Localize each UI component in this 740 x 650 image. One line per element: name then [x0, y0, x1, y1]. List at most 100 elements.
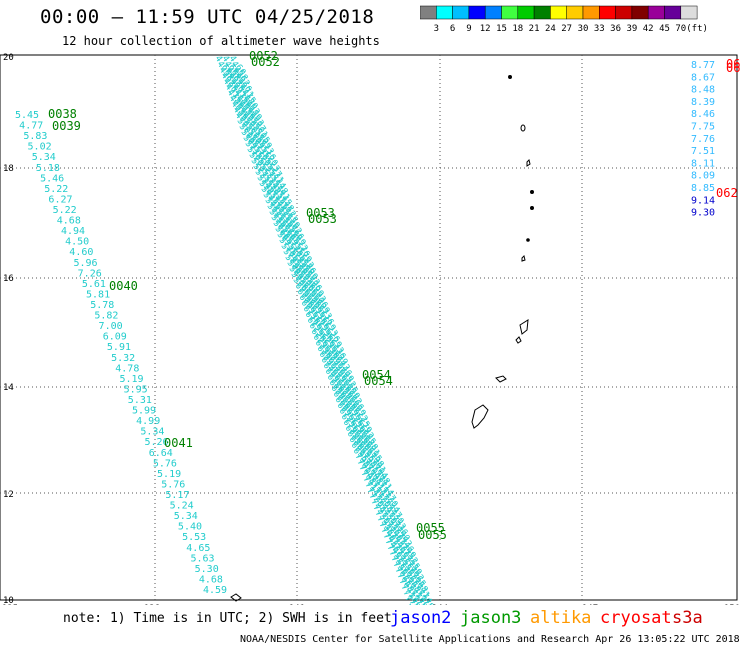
legend-label: 12	[480, 24, 491, 34]
wave-height-label: 5.76	[153, 458, 177, 469]
wave-height-label: 6.64	[149, 448, 173, 459]
x-tick-label: 135	[2, 604, 18, 605]
wave-height-label: 7.51	[691, 146, 715, 157]
legend-label: 36	[610, 24, 621, 34]
wave-height-label: 5.76	[161, 479, 185, 490]
wave-height-label: 5.61	[82, 279, 106, 290]
wave-height-label: 5.17	[165, 490, 189, 501]
wave-height-label: 5.96	[73, 258, 97, 269]
wave-height-label: 5.18	[36, 163, 60, 174]
wave-height-label: 7.81	[417, 594, 438, 605]
altimeter-map: 4.604.584.624.664.714.754.804.834.894.93…	[0, 49, 740, 605]
wave-height-label: 8.11	[691, 158, 715, 169]
wave-height-label: 5.46	[40, 173, 64, 184]
wave-height-label: 8.48	[691, 85, 715, 96]
pass-id-label: 0055	[418, 528, 447, 542]
wave-height-label: 5.19	[157, 469, 181, 480]
y-tick-label: 18	[3, 164, 14, 174]
wave-height-label: 7.75	[691, 122, 715, 133]
wave-height-label: 4.68	[199, 574, 223, 585]
x-tick-label: 150	[724, 604, 740, 605]
pass-id-label: 0038	[48, 107, 77, 121]
wave-height-label: 9.30	[691, 208, 715, 219]
legend-label: (ft)	[686, 24, 708, 34]
island-dot	[508, 75, 512, 79]
satellite-track-b: 4.604.584.624.664.714.754.804.834.894.93…	[213, 54, 438, 605]
wave-height-label: 5.45	[15, 110, 39, 121]
wave-height-label: 5.91	[107, 342, 131, 353]
legend-label: 33	[594, 24, 605, 34]
pass-id-label: 0052	[249, 49, 278, 63]
wave-height-label: 5.34	[140, 427, 164, 438]
island-outline	[230, 593, 242, 602]
island-outline	[520, 124, 526, 132]
legend-label: 21	[529, 24, 540, 34]
pass-id-label: 06	[726, 57, 740, 71]
wave-height-label: 4.99	[136, 416, 160, 427]
wave-height-label: 5.83	[23, 131, 47, 142]
wave-height-label: 8.67	[691, 72, 715, 83]
x-tick-label: 138	[144, 604, 160, 605]
wave-height-label: 4.59	[203, 585, 227, 596]
wave-height-label: 5.81	[86, 289, 110, 300]
wave-height-label: 5.30	[195, 564, 219, 575]
island-dot	[526, 238, 530, 242]
legend-label: 42	[643, 24, 654, 34]
note-text: note: 1) Time is in UTC; 2) SWH is in fe…	[63, 611, 392, 626]
y-tick-label: 10	[3, 596, 14, 605]
pass-id-label: 062	[716, 186, 738, 200]
wave-height-label: 8.85	[691, 183, 715, 194]
wave-height-label: 5.99	[132, 406, 156, 417]
wave-height-label: 9.14	[691, 195, 715, 206]
legend-label: 9	[466, 24, 471, 34]
wave-height-label: 5.40	[178, 522, 202, 533]
x-tick-label: 147	[582, 604, 598, 605]
legend-label: 30	[578, 24, 589, 34]
wave-height-label: 7.26	[78, 268, 102, 279]
wave-height-label: 5.53	[182, 532, 206, 543]
wave-height-label: 5.95	[124, 384, 148, 395]
wave-height-label: 8.39	[691, 97, 715, 108]
wave-height-label: 5.24	[170, 501, 194, 512]
wave-height-label: 4.78	[115, 363, 139, 374]
wave-height-label: 7.81	[403, 594, 424, 605]
wave-height-label: 4.94	[61, 226, 85, 237]
wave-height-label: 5.31	[128, 395, 152, 406]
island-outline	[521, 255, 526, 262]
legend-label: 27	[561, 24, 572, 34]
pass-id-label: 0039	[52, 119, 81, 133]
map-title: 00:00 – 11:59 UTC 04/25/2018	[40, 6, 375, 28]
island-outlines	[230, 75, 534, 602]
wave-height-label: 7.81	[410, 594, 431, 605]
legend-label: 70	[675, 24, 686, 34]
wave-height-label: 6.09	[103, 332, 127, 343]
wave-height-label: 5.02	[28, 142, 52, 153]
credit-line: NOAA/NESDIS Center for Satellite Applica…	[240, 634, 740, 645]
wave-height-label: 8.09	[691, 171, 715, 182]
legend-label: 39	[626, 24, 637, 34]
pass-id-label: 0052	[251, 55, 280, 69]
x-tick-label: 141	[289, 604, 305, 605]
legend-label: 6	[450, 24, 455, 34]
wave-height-label: 5.78	[90, 300, 114, 311]
wave-height-label: 4.60	[69, 247, 93, 258]
color-legend: 3 6 9 12 15 18 21 24 27 30 33 36 39 42 45 70 (ft)	[419, 5, 736, 39]
satellite-track-a: 5.454.775.835.025.345.185.465.226.275.22…	[15, 110, 227, 596]
aguijan-outline	[515, 336, 522, 344]
wave-height-label: 7.00	[99, 321, 123, 332]
satellite-name-cryosat: cryosat	[600, 608, 672, 628]
wave-height-label: 5.34	[32, 152, 56, 163]
y-tick-label: 16	[3, 274, 14, 284]
grid-lines	[0, 55, 737, 600]
x-tick-label: 144	[432, 604, 448, 605]
pass-id-label: 06	[726, 61, 740, 75]
rota-outline	[495, 375, 507, 383]
wave-height-label: 8.77	[691, 60, 715, 71]
wave-height-label: 5.22	[44, 184, 68, 195]
map-subtitle: 12 hour collection of altimeter wave hei…	[62, 34, 380, 48]
map-frame	[0, 54, 738, 601]
pass-id-label: 0054	[364, 374, 393, 388]
legend-swatch	[680, 5, 698, 20]
satellite-track-right: 8.778.67 8.488.398.46 7.757.767.518.11 8.09…	[691, 60, 715, 219]
